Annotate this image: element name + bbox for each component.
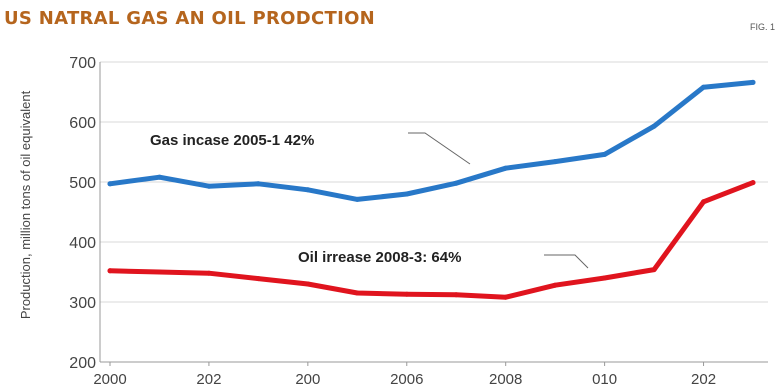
y-tick-labels: 200 300 400 500 600 700 bbox=[69, 55, 96, 372]
figure-label: FIG. 1 bbox=[749, 22, 775, 32]
annotations: Gas incase 2005-1 42% Oil irrease 2008-3:… bbox=[150, 132, 589, 269]
axes bbox=[99, 62, 768, 363]
gas-point bbox=[701, 84, 706, 90]
oil-point bbox=[602, 275, 608, 281]
oil-point bbox=[354, 290, 360, 296]
x-tick-label: 200 bbox=[295, 371, 320, 385]
gas-point bbox=[404, 191, 410, 197]
gas-point bbox=[503, 165, 509, 171]
oil-point bbox=[750, 180, 756, 186]
gas-point bbox=[157, 174, 162, 180]
oil-point bbox=[206, 270, 212, 276]
oil-point bbox=[255, 276, 261, 282]
oil-point bbox=[107, 268, 113, 274]
gas-point bbox=[651, 123, 657, 129]
gas-point bbox=[354, 196, 360, 202]
oil-point bbox=[404, 291, 410, 297]
oil-point bbox=[552, 282, 558, 288]
oil-point bbox=[651, 267, 657, 273]
x-tick-label: 2006 bbox=[390, 371, 423, 385]
chart-title: US NATRAL GAS AN OIL PRODCTION bbox=[4, 8, 376, 29]
y-tick-label: 700 bbox=[69, 55, 96, 72]
oil-annotation: Oil irrease 2008-3: 64% bbox=[298, 249, 461, 266]
gas-point bbox=[107, 181, 113, 187]
x-tick-label: 202 bbox=[196, 371, 221, 385]
x-tick-label: 010 bbox=[592, 371, 617, 385]
oil-point bbox=[503, 294, 509, 300]
gas-point bbox=[255, 181, 261, 187]
series-lines bbox=[107, 79, 756, 300]
oil-point bbox=[305, 281, 311, 287]
y-tick-label: 300 bbox=[69, 295, 96, 312]
gas-point bbox=[750, 79, 756, 85]
y-axis-label: Production, million tons of oil equivale… bbox=[18, 90, 33, 319]
gas-point bbox=[305, 187, 311, 193]
oil-point bbox=[453, 292, 459, 298]
gas-annotation-leader bbox=[408, 132, 471, 165]
x-tick-labels: 2000 202 200 2006 2008 010 202 bbox=[93, 362, 716, 385]
gas-point bbox=[453, 180, 459, 186]
x-tick-label: 202 bbox=[691, 371, 716, 385]
oil-annotation-leader bbox=[544, 254, 589, 269]
x-tick-label: 2000 bbox=[93, 371, 126, 385]
oil-point bbox=[157, 269, 162, 275]
x-tick-label: 2008 bbox=[489, 371, 522, 385]
gas-point bbox=[206, 183, 212, 189]
y-tick-label: 200 bbox=[69, 355, 96, 372]
oil-line bbox=[107, 180, 756, 300]
y-tick-label: 400 bbox=[69, 235, 96, 252]
gas-point bbox=[552, 159, 558, 165]
grid-lines bbox=[100, 61, 768, 363]
y-tick-label: 600 bbox=[69, 115, 96, 132]
gas-point bbox=[602, 151, 608, 157]
gas-line bbox=[107, 79, 756, 202]
gas-annotation: Gas incase 2005-1 42% bbox=[150, 132, 314, 149]
y-tick-label: 500 bbox=[69, 175, 96, 192]
oil-point bbox=[701, 199, 706, 205]
